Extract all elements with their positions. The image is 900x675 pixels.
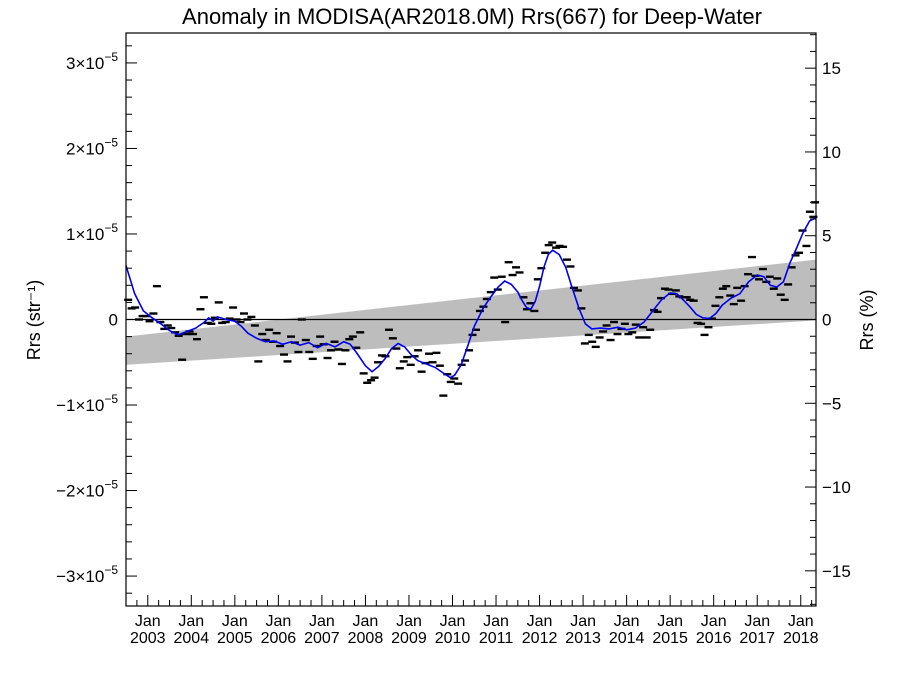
x-tick-month-label: Jan	[788, 613, 814, 630]
y-left-tick-label: −3×10−5	[56, 563, 118, 586]
x-tick-month-label: Jan	[396, 613, 422, 630]
y-left-tick-label: −1×10−5	[56, 392, 118, 415]
y-left-tick-label: 2×10−5	[66, 135, 118, 158]
x-tick-month-label: Jan	[309, 613, 335, 630]
x-tick-year-label: 2008	[348, 630, 384, 647]
x-tick-year-label: 2006	[261, 630, 297, 647]
x-tick-year-label: 2018	[783, 630, 819, 647]
chart-title: Anomaly in MODISA(AR2018.0M) Rrs(667) fo…	[182, 4, 762, 29]
x-tick-year-label: 2012	[522, 630, 558, 647]
y-left-tick-label: −2×10−5	[56, 478, 118, 501]
y-axis-left-title: Rrs (str⁻¹)	[24, 280, 44, 360]
x-tick-year-label: 2004	[174, 630, 210, 647]
x-tick-year-label: 2007	[304, 630, 340, 647]
x-tick-month-label: Jan	[440, 613, 466, 630]
x-tick-month-label: Jan	[657, 613, 683, 630]
x-tick-month-label: Jan	[701, 613, 727, 630]
x-tick-month-label: Jan	[570, 613, 596, 630]
x-tick-year-label: 2010	[435, 630, 471, 647]
x-tick-month-label: Jan	[222, 613, 248, 630]
x-tick-month-label: Jan	[527, 613, 553, 630]
x-tick-month-label: Jan	[744, 613, 770, 630]
y-left-tick-label: 0	[109, 311, 118, 330]
x-tick-month-label: Jan	[614, 613, 640, 630]
x-tick-month-label: Jan	[353, 613, 379, 630]
x-tick-year-label: 2016	[696, 630, 732, 647]
y-axis-right-title: Rrs (%)	[857, 290, 877, 351]
y-right-tick-label: 15	[822, 59, 841, 78]
y-right-tick-label: 5	[822, 227, 831, 246]
smoothed-line	[125, 216, 817, 379]
x-tick-year-label: 2005	[217, 630, 253, 647]
y-right-tick-label: −15	[822, 562, 851, 581]
y-right-tick-label: −5	[822, 394, 841, 413]
x-tick-year-label: 2013	[565, 630, 601, 647]
y-left-tick-label: 3×10−5	[66, 50, 118, 73]
y-right-tick-label: −10	[822, 478, 851, 497]
x-tick-year-label: 2009	[391, 630, 427, 647]
trend-band	[126, 259, 816, 365]
x-tick-month-label: Jan	[178, 613, 204, 630]
y-right-tick-label: 10	[822, 143, 841, 162]
x-tick-month-label: Jan	[483, 613, 509, 630]
x-tick-year-label: 2011	[479, 630, 514, 647]
x-tick-year-label: 2015	[652, 630, 688, 647]
x-tick-year-label: 2003	[130, 630, 166, 647]
y-left-tick-label: 1×10−5	[66, 221, 118, 244]
x-tick-year-label: 2017	[739, 630, 775, 647]
x-tick-year-label: 2014	[609, 630, 645, 647]
y-right-tick-label: 0	[822, 311, 831, 330]
x-tick-month-label: Jan	[135, 613, 161, 630]
x-tick-month-label: Jan	[265, 613, 291, 630]
